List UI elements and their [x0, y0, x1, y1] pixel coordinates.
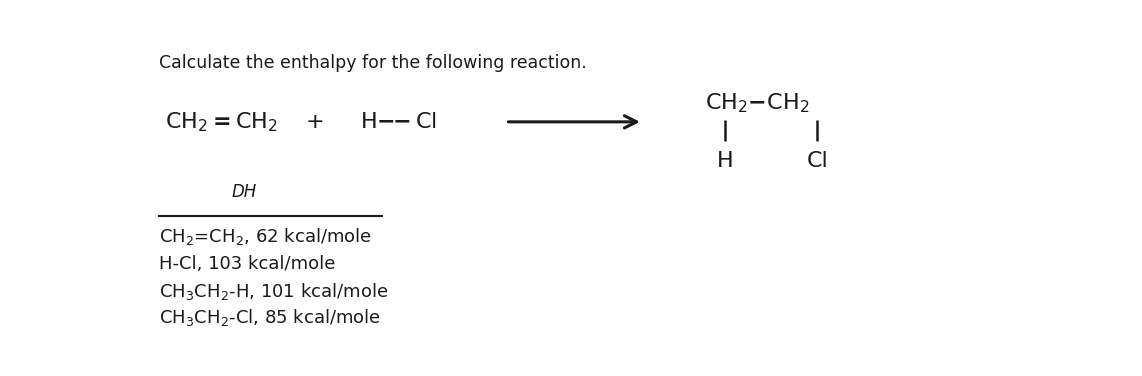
Text: CH$_2$=CH$_2$, 62 kcal/mole: CH$_2$=CH$_2$, 62 kcal/mole: [159, 226, 371, 247]
Text: H-Cl, 103 kcal/mole: H-Cl, 103 kcal/mole: [159, 255, 335, 273]
Text: Calculate the enthalpy for the following reaction.: Calculate the enthalpy for the following…: [159, 54, 587, 72]
Text: CH$_3$CH$_2$-Cl, 85 kcal/mole: CH$_3$CH$_2$-Cl, 85 kcal/mole: [159, 307, 380, 328]
Text: Cl: Cl: [806, 151, 828, 171]
Text: +: +: [306, 112, 324, 132]
Text: H$\mathbf{-\!\!-}$Cl: H$\mathbf{-\!\!-}$Cl: [360, 112, 436, 132]
Text: H: H: [717, 151, 733, 171]
Text: CH$_2$$\mathbf{-}$CH$_2$: CH$_2$$\mathbf{-}$CH$_2$: [705, 91, 810, 115]
Text: DH: DH: [232, 183, 257, 202]
Text: CH$_2$$\mathbf{=}$CH$_2$: CH$_2$$\mathbf{=}$CH$_2$: [164, 110, 278, 133]
Text: CH$_3$CH$_2$-H, 101 kcal/mole: CH$_3$CH$_2$-H, 101 kcal/mole: [159, 281, 388, 302]
